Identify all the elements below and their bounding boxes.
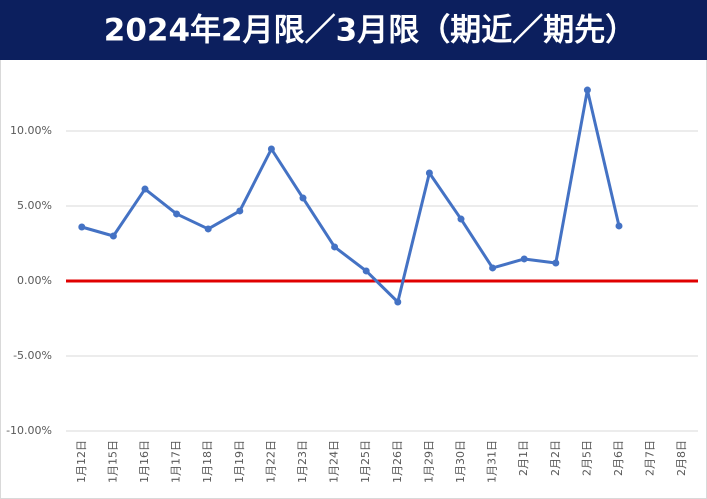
data-point [520,255,528,263]
data-point [583,86,591,94]
data-point [425,169,433,177]
data-point [204,225,212,233]
data-point [109,232,117,240]
x-tick-label: 2月2日 [549,440,562,476]
x-tick-label: 1月23日 [296,440,309,483]
x-tick-label: 1月30日 [454,440,467,483]
data-point [78,223,86,231]
x-tick-label: 1月17日 [170,440,183,483]
x-tick-label: 2月8日 [675,440,688,476]
y-tick-label: 10.00% [10,124,52,137]
x-tick-label: 1月19日 [233,440,246,483]
x-tick-label: 2月7日 [644,440,657,476]
y-tick-label: 0.00% [17,274,52,287]
x-tick-label: 1月15日 [106,440,119,483]
x-tick-label: 1月24日 [328,440,341,483]
data-point [489,264,497,272]
y-tick-label: -10.00% [6,424,52,437]
data-point [299,194,307,202]
chart-title: 2024年2月限／3月限（期近／期先） [104,13,636,49]
data-point [457,215,465,223]
x-tick-label: 2月1日 [517,440,530,476]
x-tick-label: 1月18日 [201,440,214,483]
x-tick-label: 2月5日 [580,440,593,476]
x-tick-label: 1月29日 [422,440,435,483]
data-point [173,210,181,218]
data-point [552,259,560,267]
y-tick-label: -5.00% [13,349,52,362]
data-point [362,267,370,275]
data-point [141,185,149,193]
data-line [81,88,621,304]
data-point [331,243,339,251]
data-point [267,145,275,153]
y-tick-label: 5.00% [17,199,52,212]
x-tick-label: 1月25日 [359,440,372,483]
data-point [394,298,402,306]
title-banner [0,0,707,60]
data-point [615,222,623,230]
x-tick-label: 1月26日 [391,440,404,483]
data-point [236,207,244,215]
x-tick-label: 2月6日 [612,440,625,476]
x-tick-label: 1月16日 [138,440,151,483]
x-tick-label: 1月22日 [264,440,277,483]
x-tick-label: 1月12日 [75,440,88,483]
x-tick-label: 1月31日 [486,440,499,483]
